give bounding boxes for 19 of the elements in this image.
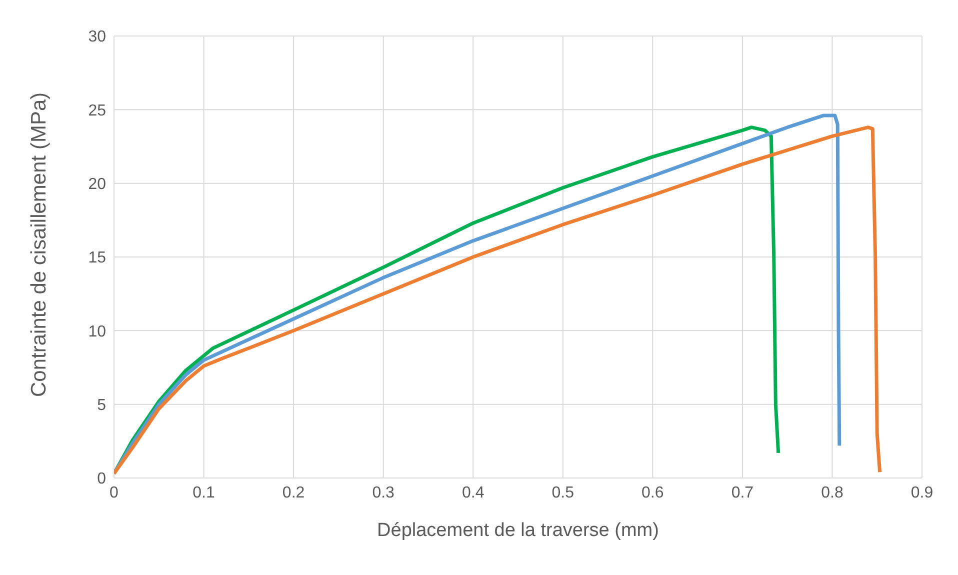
- y-tick-label: 5: [97, 397, 106, 414]
- y-tick-label: 10: [88, 323, 106, 340]
- x-tick-label: 0.9: [910, 484, 934, 502]
- y-axis-title: Contrainte de cisaillement (MPa): [27, 92, 50, 397]
- x-tick-label: 0.3: [372, 484, 395, 502]
- x-axis-title: Déplacement de la traverse (mm): [377, 520, 659, 541]
- x-tick-label: 0: [110, 484, 119, 502]
- x-tick-label: 0.5: [552, 484, 574, 502]
- x-tick-label: 0.1: [192, 484, 215, 502]
- x-tick-label: 0.8: [821, 484, 844, 502]
- y-tick-label: 0: [97, 470, 106, 488]
- x-tick-label: 0.2: [282, 484, 305, 502]
- x-tick-label: 0.4: [462, 484, 484, 502]
- x-tick-label: 0.6: [642, 484, 664, 502]
- y-tick-label: 20: [88, 176, 106, 194]
- y-tick-label: 30: [88, 28, 106, 46]
- x-tick-label: 0.7: [731, 484, 754, 502]
- y-tick-label: 15: [88, 250, 106, 267]
- y-tick-label: 25: [88, 102, 106, 120]
